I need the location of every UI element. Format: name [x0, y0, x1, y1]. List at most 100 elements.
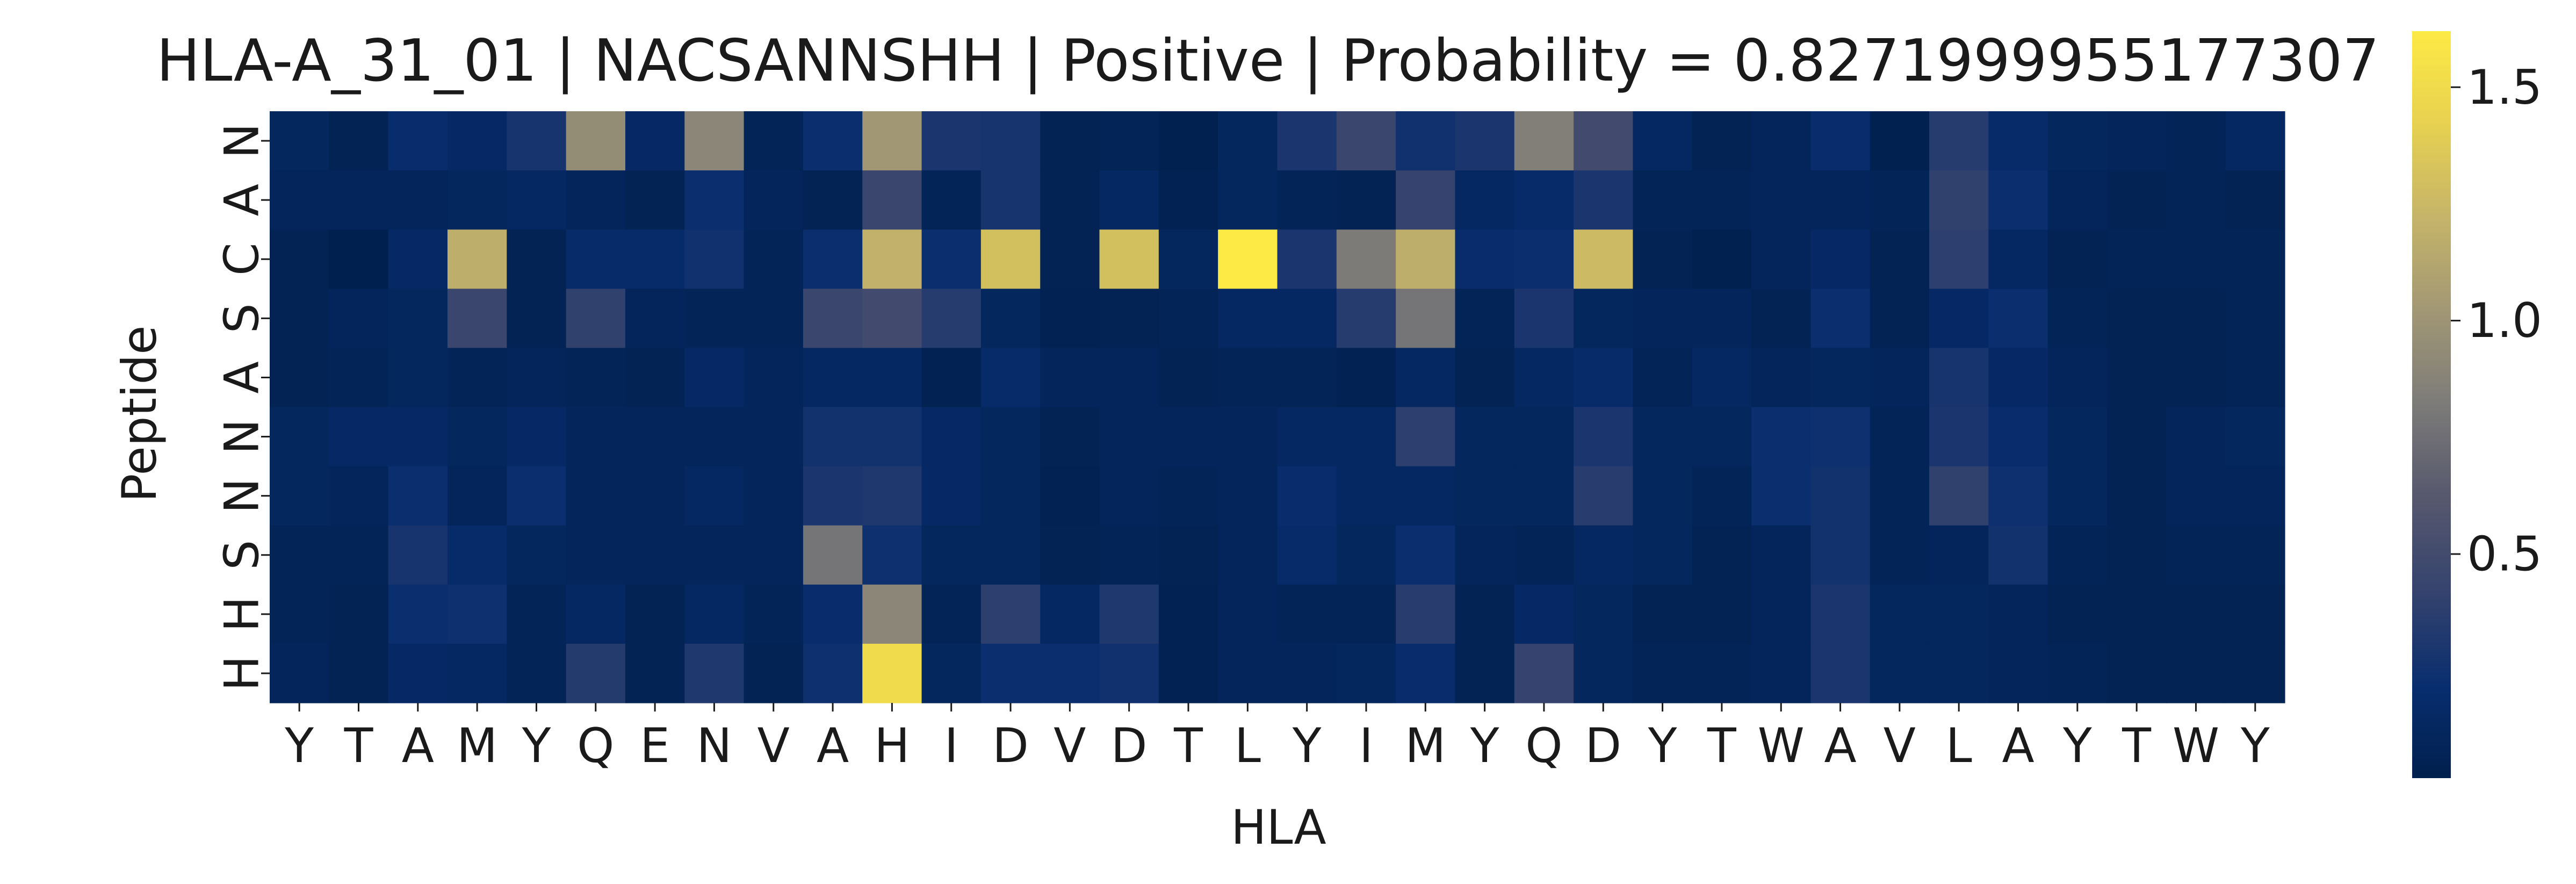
heatmap-cell [803, 525, 863, 585]
heatmap-cell [1514, 584, 1574, 644]
heatmap-cell [1218, 289, 1278, 348]
heatmap-cell [862, 229, 922, 289]
heatmap-cell [1574, 229, 1634, 289]
heatmap-cell [921, 111, 982, 171]
x-tick-label: H [874, 718, 910, 773]
heatmap-cell [803, 348, 863, 408]
heatmap-cell [2107, 289, 2167, 348]
heatmap-cell [1218, 643, 1278, 703]
heatmap-cell [1810, 229, 1871, 289]
heatmap-cell [1336, 466, 1396, 526]
heatmap-cell [2047, 289, 2108, 348]
heatmap-cell [1633, 407, 1693, 467]
heatmap-cell [803, 170, 863, 230]
heatmap-cell [1277, 229, 1337, 289]
heatmap-cell [1514, 348, 1574, 408]
heatmap-cell [1633, 111, 1693, 171]
heatmap-cell [447, 584, 507, 644]
heatmap-cell [803, 407, 863, 467]
heatmap-cell [1218, 229, 1278, 289]
heatmap-cell [744, 170, 804, 230]
heatmap-cell [1336, 584, 1396, 644]
heatmap-cell [566, 525, 626, 585]
heatmap-cell [1870, 289, 1930, 348]
heatmap-cell [2225, 111, 2285, 171]
colorbar-tick-label: 1.5 [2467, 60, 2542, 115]
heatmap-cell [1633, 525, 1693, 585]
heatmap-cell [1514, 289, 1574, 348]
heatmap-cell [684, 289, 745, 348]
heatmap-cell [1870, 643, 1930, 703]
heatmap-cell [1099, 289, 1159, 348]
heatmap-cell [625, 111, 685, 171]
heatmap-cell [625, 584, 685, 644]
heatmap-cell [1810, 466, 1871, 526]
heatmap-cell [2166, 170, 2226, 230]
x-tick-label: W [2173, 718, 2219, 773]
heatmap-cell [2225, 466, 2285, 526]
heatmap-cell [1988, 289, 2048, 348]
heatmap-cell [744, 407, 804, 467]
heatmap-cell [1574, 407, 1634, 467]
heatmap-cell [1396, 407, 1456, 467]
heatmap-cell [507, 525, 567, 585]
heatmap-cell [1574, 289, 1634, 348]
heatmap-cell [1158, 348, 1218, 408]
heatmap-cell [921, 525, 982, 585]
heatmap-cell [684, 229, 745, 289]
heatmap-cell [566, 229, 626, 289]
x-tick-label: Y [1470, 718, 1499, 773]
heatmap-cell [684, 643, 745, 703]
heatmap-cell [1514, 111, 1574, 171]
heatmap-cell [270, 289, 329, 348]
heatmap-cell [1277, 348, 1337, 408]
heatmap-cell [1396, 170, 1456, 230]
heatmap-cell [2047, 407, 2108, 467]
y-tick-labels: NACSANNSHH [214, 123, 270, 691]
y-tick-label: A [214, 361, 270, 393]
heatmap-cell [507, 584, 567, 644]
heatmap-cell [1218, 466, 1278, 526]
heatmap-cell [329, 584, 389, 644]
x-tick-label: L [1946, 718, 1972, 773]
y-tick-label: N [214, 123, 270, 159]
heatmap-cell [1574, 643, 1634, 703]
heatmap-cell [566, 407, 626, 467]
heatmap-cell [566, 466, 626, 526]
heatmap-cell [1988, 584, 2048, 644]
heatmap-cell [1040, 466, 1100, 526]
heatmap-cell [1633, 643, 1693, 703]
heatmap-cell [566, 348, 626, 408]
heatmap-cell [1988, 348, 2048, 408]
heatmap-cell [1158, 643, 1218, 703]
heatmap-cell [744, 348, 804, 408]
heatmap-cell [2047, 170, 2108, 230]
heatmap-cell [1040, 643, 1100, 703]
heatmap-cell [1692, 170, 1752, 230]
heatmap-cell [566, 111, 626, 171]
heatmap-cell [447, 466, 507, 526]
heatmap-cell [744, 229, 804, 289]
heatmap-cell [921, 170, 982, 230]
x-tick-label: Y [284, 718, 314, 773]
heatmap-cell [388, 584, 448, 644]
heatmap-cell [1396, 348, 1456, 408]
heatmap-cell [1455, 170, 1515, 230]
heatmap-cell [388, 643, 448, 703]
heatmap-cell [1929, 229, 1989, 289]
heatmap-cell [862, 170, 922, 230]
heatmap-cell [1929, 170, 1989, 230]
heatmap-cell [1158, 289, 1218, 348]
heatmap-cell [1870, 584, 1930, 644]
heatmap-cell [2047, 525, 2108, 585]
heatmap-cell [1751, 643, 1812, 703]
heatmap-cell [980, 348, 1041, 408]
heatmap-cell [507, 643, 567, 703]
heatmap-cell [921, 466, 982, 526]
heatmap-cell [1574, 111, 1634, 171]
heatmap-cell [447, 229, 507, 289]
heatmap-cell [2107, 643, 2167, 703]
heatmap-cell [1870, 170, 1930, 230]
heatmap-cell [1336, 170, 1396, 230]
